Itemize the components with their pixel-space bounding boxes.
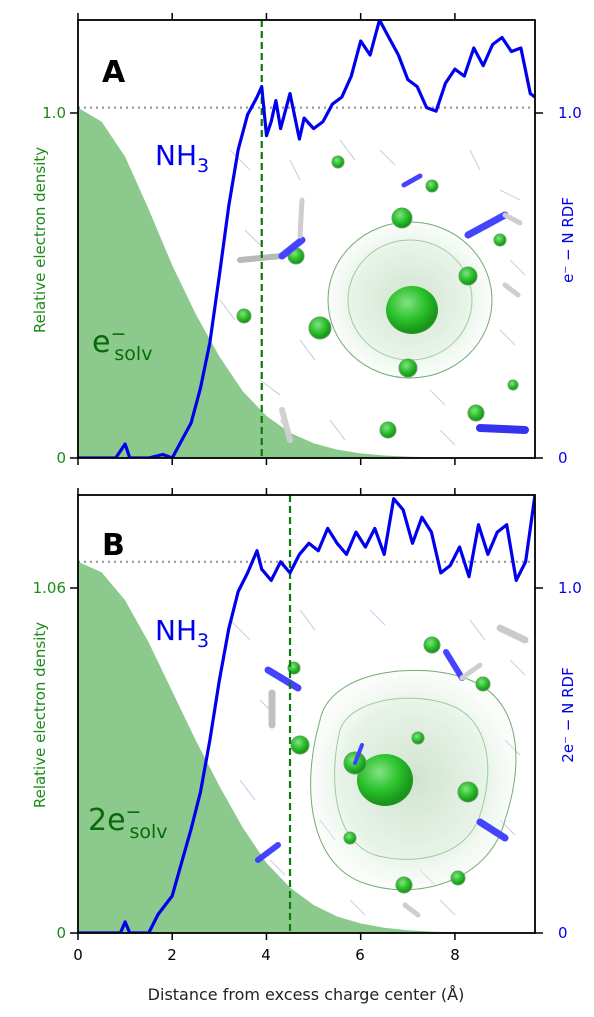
- right-tick-label: 0: [558, 924, 568, 942]
- x-tick-label: 8: [450, 946, 460, 964]
- left-axis-label: Relative electron density: [31, 147, 49, 333]
- solvent-label: NH3: [155, 139, 209, 177]
- x-ticks: [77, 13, 456, 465]
- x-tick-label: 4: [261, 946, 271, 964]
- left-tick-label: 1.0: [42, 104, 66, 122]
- right-axis-label: e⁻ − N RDF: [559, 197, 577, 283]
- right-tick-label: 0: [558, 449, 568, 467]
- x-axis-label: Distance from excess charge center (Å): [148, 985, 465, 1004]
- x-tick-label: 6: [355, 946, 365, 964]
- right-axis-label: 2e⁻ − N RDF: [559, 667, 577, 762]
- x-tick-label: 0: [73, 946, 83, 964]
- rdf-line: [78, 495, 535, 933]
- panel-letter: A: [102, 55, 126, 90]
- plot-frame: [77, 494, 536, 934]
- panel-b: B NH3 2e− solv 1.06 0 1.0 0 Relative elec…: [31, 488, 582, 942]
- density-area: [78, 561, 535, 933]
- molecule-render: [219, 139, 529, 446]
- left-tick-label: 0: [56, 449, 66, 467]
- x-ticks: [77, 488, 456, 940]
- solvent-label: NH3: [155, 614, 209, 652]
- rdf-line: [78, 20, 535, 458]
- plot-frame: [77, 19, 536, 459]
- x-tick-label: 2: [167, 946, 177, 964]
- panel-letter: B: [102, 528, 125, 563]
- species-label: e− solv: [92, 323, 152, 365]
- species-label: 2e− solv: [88, 801, 168, 843]
- density-area: [78, 107, 535, 458]
- left-tick-label: 1.06: [33, 579, 66, 597]
- right-tick-label: 1.0: [558, 104, 582, 122]
- molecule-render: [229, 609, 529, 918]
- panel-a: A NH3 e− solv 1.0 0 1.0 0 Relative electr…: [31, 13, 582, 467]
- left-tick-label: 0: [56, 924, 66, 942]
- left-axis-label: Relative electron density: [31, 622, 49, 808]
- x-tick-labels: 0 2 4 6 8: [73, 946, 460, 964]
- right-tick-label: 1.0: [558, 579, 582, 597]
